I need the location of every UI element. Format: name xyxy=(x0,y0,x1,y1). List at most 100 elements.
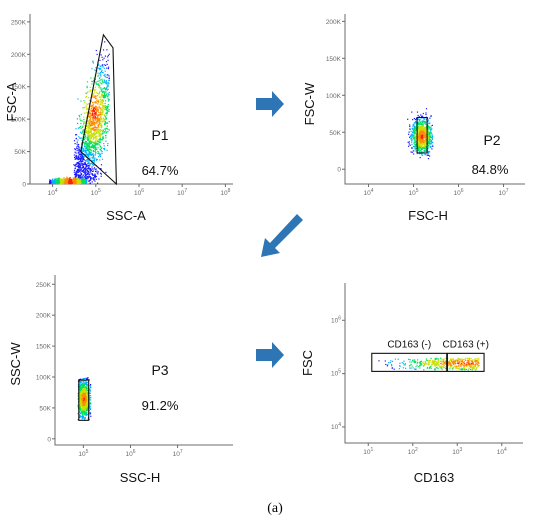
event-dot xyxy=(97,111,100,113)
event-dot xyxy=(413,361,415,363)
y-tick-label: 150K xyxy=(36,344,52,351)
event-dot xyxy=(444,362,446,364)
event-dot xyxy=(90,397,92,399)
event-dot xyxy=(101,93,103,95)
event-dot xyxy=(79,394,81,396)
event-dot xyxy=(430,129,432,131)
event-dot xyxy=(98,178,100,180)
event-dot xyxy=(96,114,98,116)
event-dot xyxy=(470,366,473,368)
event-dot xyxy=(86,132,88,134)
event-dot xyxy=(92,119,94,121)
event-dot xyxy=(74,178,76,180)
y-axis-label: FSC-W xyxy=(302,82,317,125)
event-dot xyxy=(99,135,101,137)
event-dot xyxy=(83,116,85,118)
event-dot xyxy=(98,80,100,82)
event-dot xyxy=(438,364,440,367)
event-dot xyxy=(421,153,423,155)
event-dot xyxy=(103,94,106,96)
event-dot xyxy=(104,128,106,130)
event-dot xyxy=(80,381,82,383)
event-dot xyxy=(87,408,89,410)
event-dot xyxy=(87,385,89,387)
event-dot xyxy=(81,411,83,413)
event-dot xyxy=(81,139,83,141)
y-tick-label: 106 xyxy=(331,315,341,324)
event-dot xyxy=(413,142,415,144)
y-tick-label: 0 xyxy=(22,182,26,189)
event-dot xyxy=(467,363,469,365)
event-dot xyxy=(79,162,81,164)
event-dot xyxy=(421,132,423,134)
y-tick-label: 200K xyxy=(11,52,27,59)
event-dot xyxy=(84,182,86,184)
event-dot xyxy=(103,97,105,99)
event-dot xyxy=(428,360,430,362)
event-dot xyxy=(94,174,96,176)
event-dot xyxy=(99,129,101,131)
event-dot xyxy=(75,134,77,136)
event-dot xyxy=(96,123,98,125)
event-dot xyxy=(86,402,88,404)
event-dot xyxy=(83,123,85,125)
event-dot xyxy=(85,377,87,379)
event-dot xyxy=(409,128,411,130)
event-dot xyxy=(76,182,78,185)
event-dot xyxy=(430,115,432,117)
event-dot xyxy=(103,119,105,121)
event-dot xyxy=(417,118,419,120)
event-dot xyxy=(95,82,97,84)
event-dot xyxy=(94,124,96,126)
event-dot xyxy=(98,121,100,123)
event-dot xyxy=(89,402,91,404)
event-dot xyxy=(88,166,90,168)
event-dot xyxy=(58,180,60,182)
event-dot xyxy=(84,179,86,181)
event-dot xyxy=(108,77,110,79)
event-dot xyxy=(96,140,98,142)
event-dot xyxy=(425,123,427,125)
event-dot xyxy=(70,178,72,180)
event-dot xyxy=(85,411,87,413)
event-dot xyxy=(83,176,85,178)
event-dot xyxy=(423,149,425,152)
event-dot xyxy=(92,144,94,147)
event-dot xyxy=(448,361,450,364)
event-dot xyxy=(53,180,55,182)
event-dot xyxy=(449,362,451,364)
event-dot xyxy=(81,157,83,159)
event-dot xyxy=(432,363,434,365)
event-dot xyxy=(415,368,417,370)
event-dot xyxy=(88,126,90,128)
event-dot xyxy=(76,148,78,150)
event-dot xyxy=(57,180,60,182)
event-dot xyxy=(442,359,445,361)
event-dot xyxy=(98,140,100,142)
event-dot xyxy=(91,168,94,170)
event-dot xyxy=(84,413,86,416)
y-tick-label: 50K xyxy=(329,130,341,137)
event-dot xyxy=(467,363,469,365)
event-dot xyxy=(425,143,427,145)
event-dot xyxy=(93,111,96,113)
event-dot xyxy=(105,107,107,109)
x-tick-label: 102 xyxy=(408,447,418,456)
gate-name: CD163 (+) xyxy=(443,339,489,350)
event-dot xyxy=(78,181,81,183)
event-dot xyxy=(105,82,107,84)
event-dot xyxy=(97,110,99,112)
event-dot xyxy=(84,136,86,138)
event-dot xyxy=(78,165,81,167)
event-dot xyxy=(401,362,403,364)
event-dot xyxy=(79,118,81,120)
event-dot xyxy=(83,418,85,420)
event-dot xyxy=(90,387,92,389)
event-dot xyxy=(106,114,108,116)
event-dot xyxy=(98,131,100,133)
event-dot xyxy=(77,122,79,124)
event-dot xyxy=(414,127,416,130)
event-dot xyxy=(89,152,91,154)
event-dot xyxy=(92,138,94,140)
event-dot xyxy=(98,151,100,153)
